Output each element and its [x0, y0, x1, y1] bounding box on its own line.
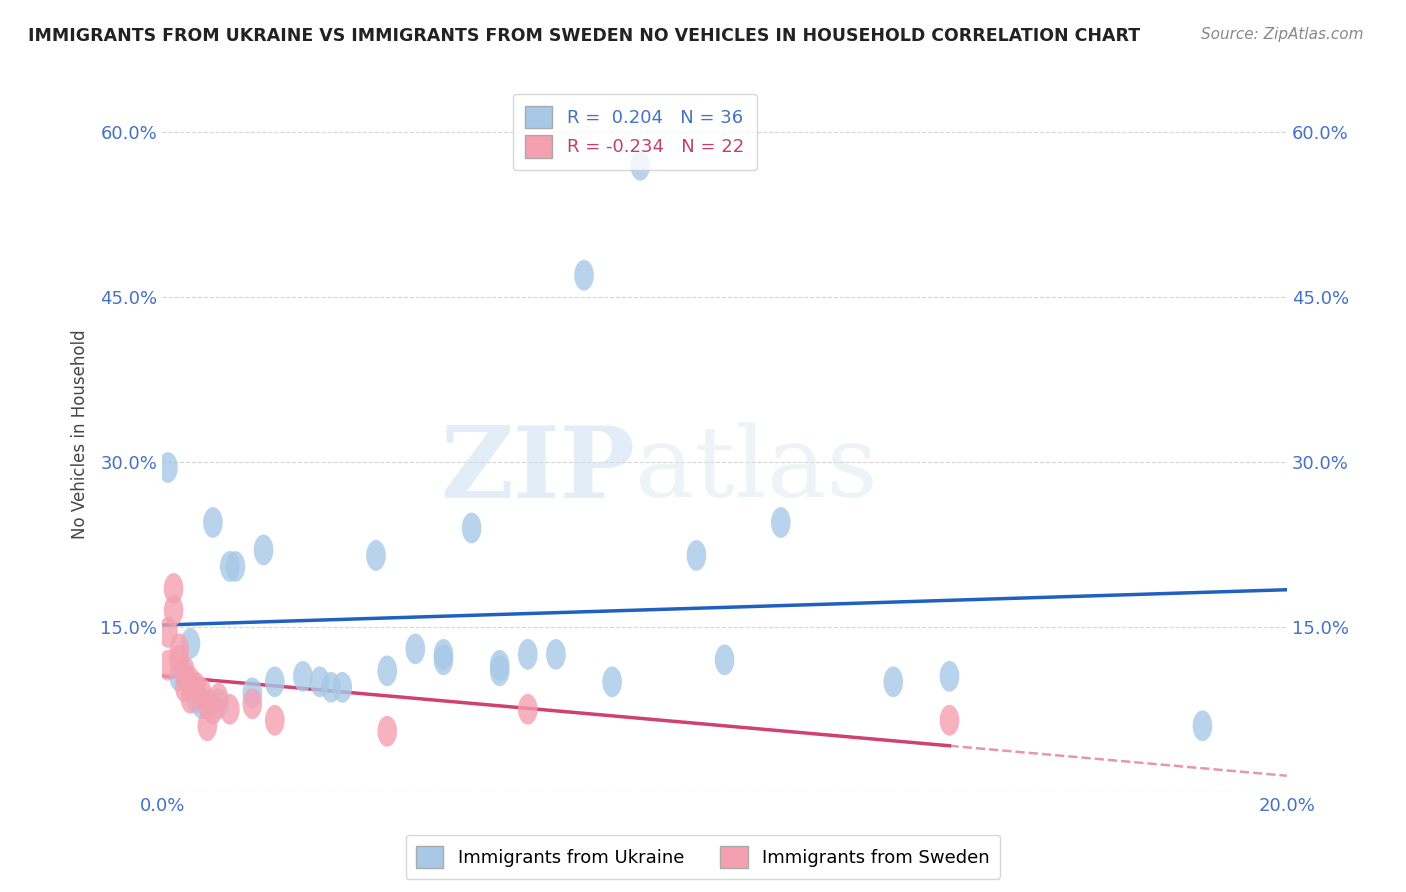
Ellipse shape: [219, 551, 239, 582]
Ellipse shape: [377, 656, 396, 686]
Ellipse shape: [197, 689, 217, 719]
Ellipse shape: [157, 617, 177, 648]
Ellipse shape: [366, 540, 385, 571]
Ellipse shape: [163, 595, 183, 626]
Ellipse shape: [202, 694, 222, 724]
Ellipse shape: [433, 639, 453, 670]
Y-axis label: No Vehicles in Household: No Vehicles in Household: [72, 330, 89, 540]
Ellipse shape: [321, 672, 340, 703]
Ellipse shape: [292, 661, 312, 691]
Ellipse shape: [163, 573, 183, 604]
Ellipse shape: [157, 452, 177, 483]
Ellipse shape: [225, 551, 245, 582]
Ellipse shape: [208, 683, 228, 714]
Ellipse shape: [202, 507, 222, 538]
Ellipse shape: [186, 683, 205, 714]
Ellipse shape: [546, 639, 565, 670]
Ellipse shape: [770, 507, 790, 538]
Ellipse shape: [197, 710, 217, 741]
Ellipse shape: [883, 666, 903, 698]
Ellipse shape: [461, 513, 481, 543]
Ellipse shape: [939, 661, 959, 691]
Ellipse shape: [517, 639, 537, 670]
Ellipse shape: [174, 656, 194, 686]
Ellipse shape: [219, 694, 239, 724]
Ellipse shape: [180, 628, 200, 658]
Ellipse shape: [489, 656, 509, 686]
Ellipse shape: [1192, 710, 1212, 741]
Ellipse shape: [602, 666, 621, 698]
Ellipse shape: [242, 677, 262, 708]
Ellipse shape: [242, 689, 262, 719]
Ellipse shape: [174, 672, 194, 703]
Ellipse shape: [489, 650, 509, 681]
Ellipse shape: [169, 661, 188, 691]
Ellipse shape: [180, 683, 200, 714]
Ellipse shape: [180, 666, 200, 698]
Ellipse shape: [208, 689, 228, 719]
Ellipse shape: [264, 705, 284, 736]
Ellipse shape: [309, 666, 329, 698]
Ellipse shape: [157, 650, 177, 681]
Ellipse shape: [253, 534, 273, 566]
Ellipse shape: [174, 661, 194, 691]
Ellipse shape: [517, 694, 537, 724]
Ellipse shape: [630, 150, 650, 181]
Text: ZIP: ZIP: [440, 422, 634, 519]
Ellipse shape: [332, 672, 352, 703]
Ellipse shape: [169, 633, 188, 665]
Ellipse shape: [574, 260, 593, 291]
Ellipse shape: [186, 672, 205, 703]
Ellipse shape: [169, 644, 188, 675]
Ellipse shape: [714, 644, 734, 675]
Legend: R =  0.204   N = 36, R = -0.234   N = 22: R = 0.204 N = 36, R = -0.234 N = 22: [513, 94, 756, 170]
Text: atlas: atlas: [634, 423, 877, 518]
Ellipse shape: [939, 705, 959, 736]
Ellipse shape: [377, 716, 396, 747]
Text: Source: ZipAtlas.com: Source: ZipAtlas.com: [1201, 27, 1364, 42]
Ellipse shape: [191, 677, 211, 708]
Ellipse shape: [686, 540, 706, 571]
Text: IMMIGRANTS FROM UKRAINE VS IMMIGRANTS FROM SWEDEN NO VEHICLES IN HOUSEHOLD CORRE: IMMIGRANTS FROM UKRAINE VS IMMIGRANTS FR…: [28, 27, 1140, 45]
Ellipse shape: [264, 666, 284, 698]
Ellipse shape: [191, 689, 211, 719]
Ellipse shape: [433, 644, 453, 675]
Ellipse shape: [405, 633, 425, 665]
Legend: Immigrants from Ukraine, Immigrants from Sweden: Immigrants from Ukraine, Immigrants from…: [405, 835, 1001, 879]
